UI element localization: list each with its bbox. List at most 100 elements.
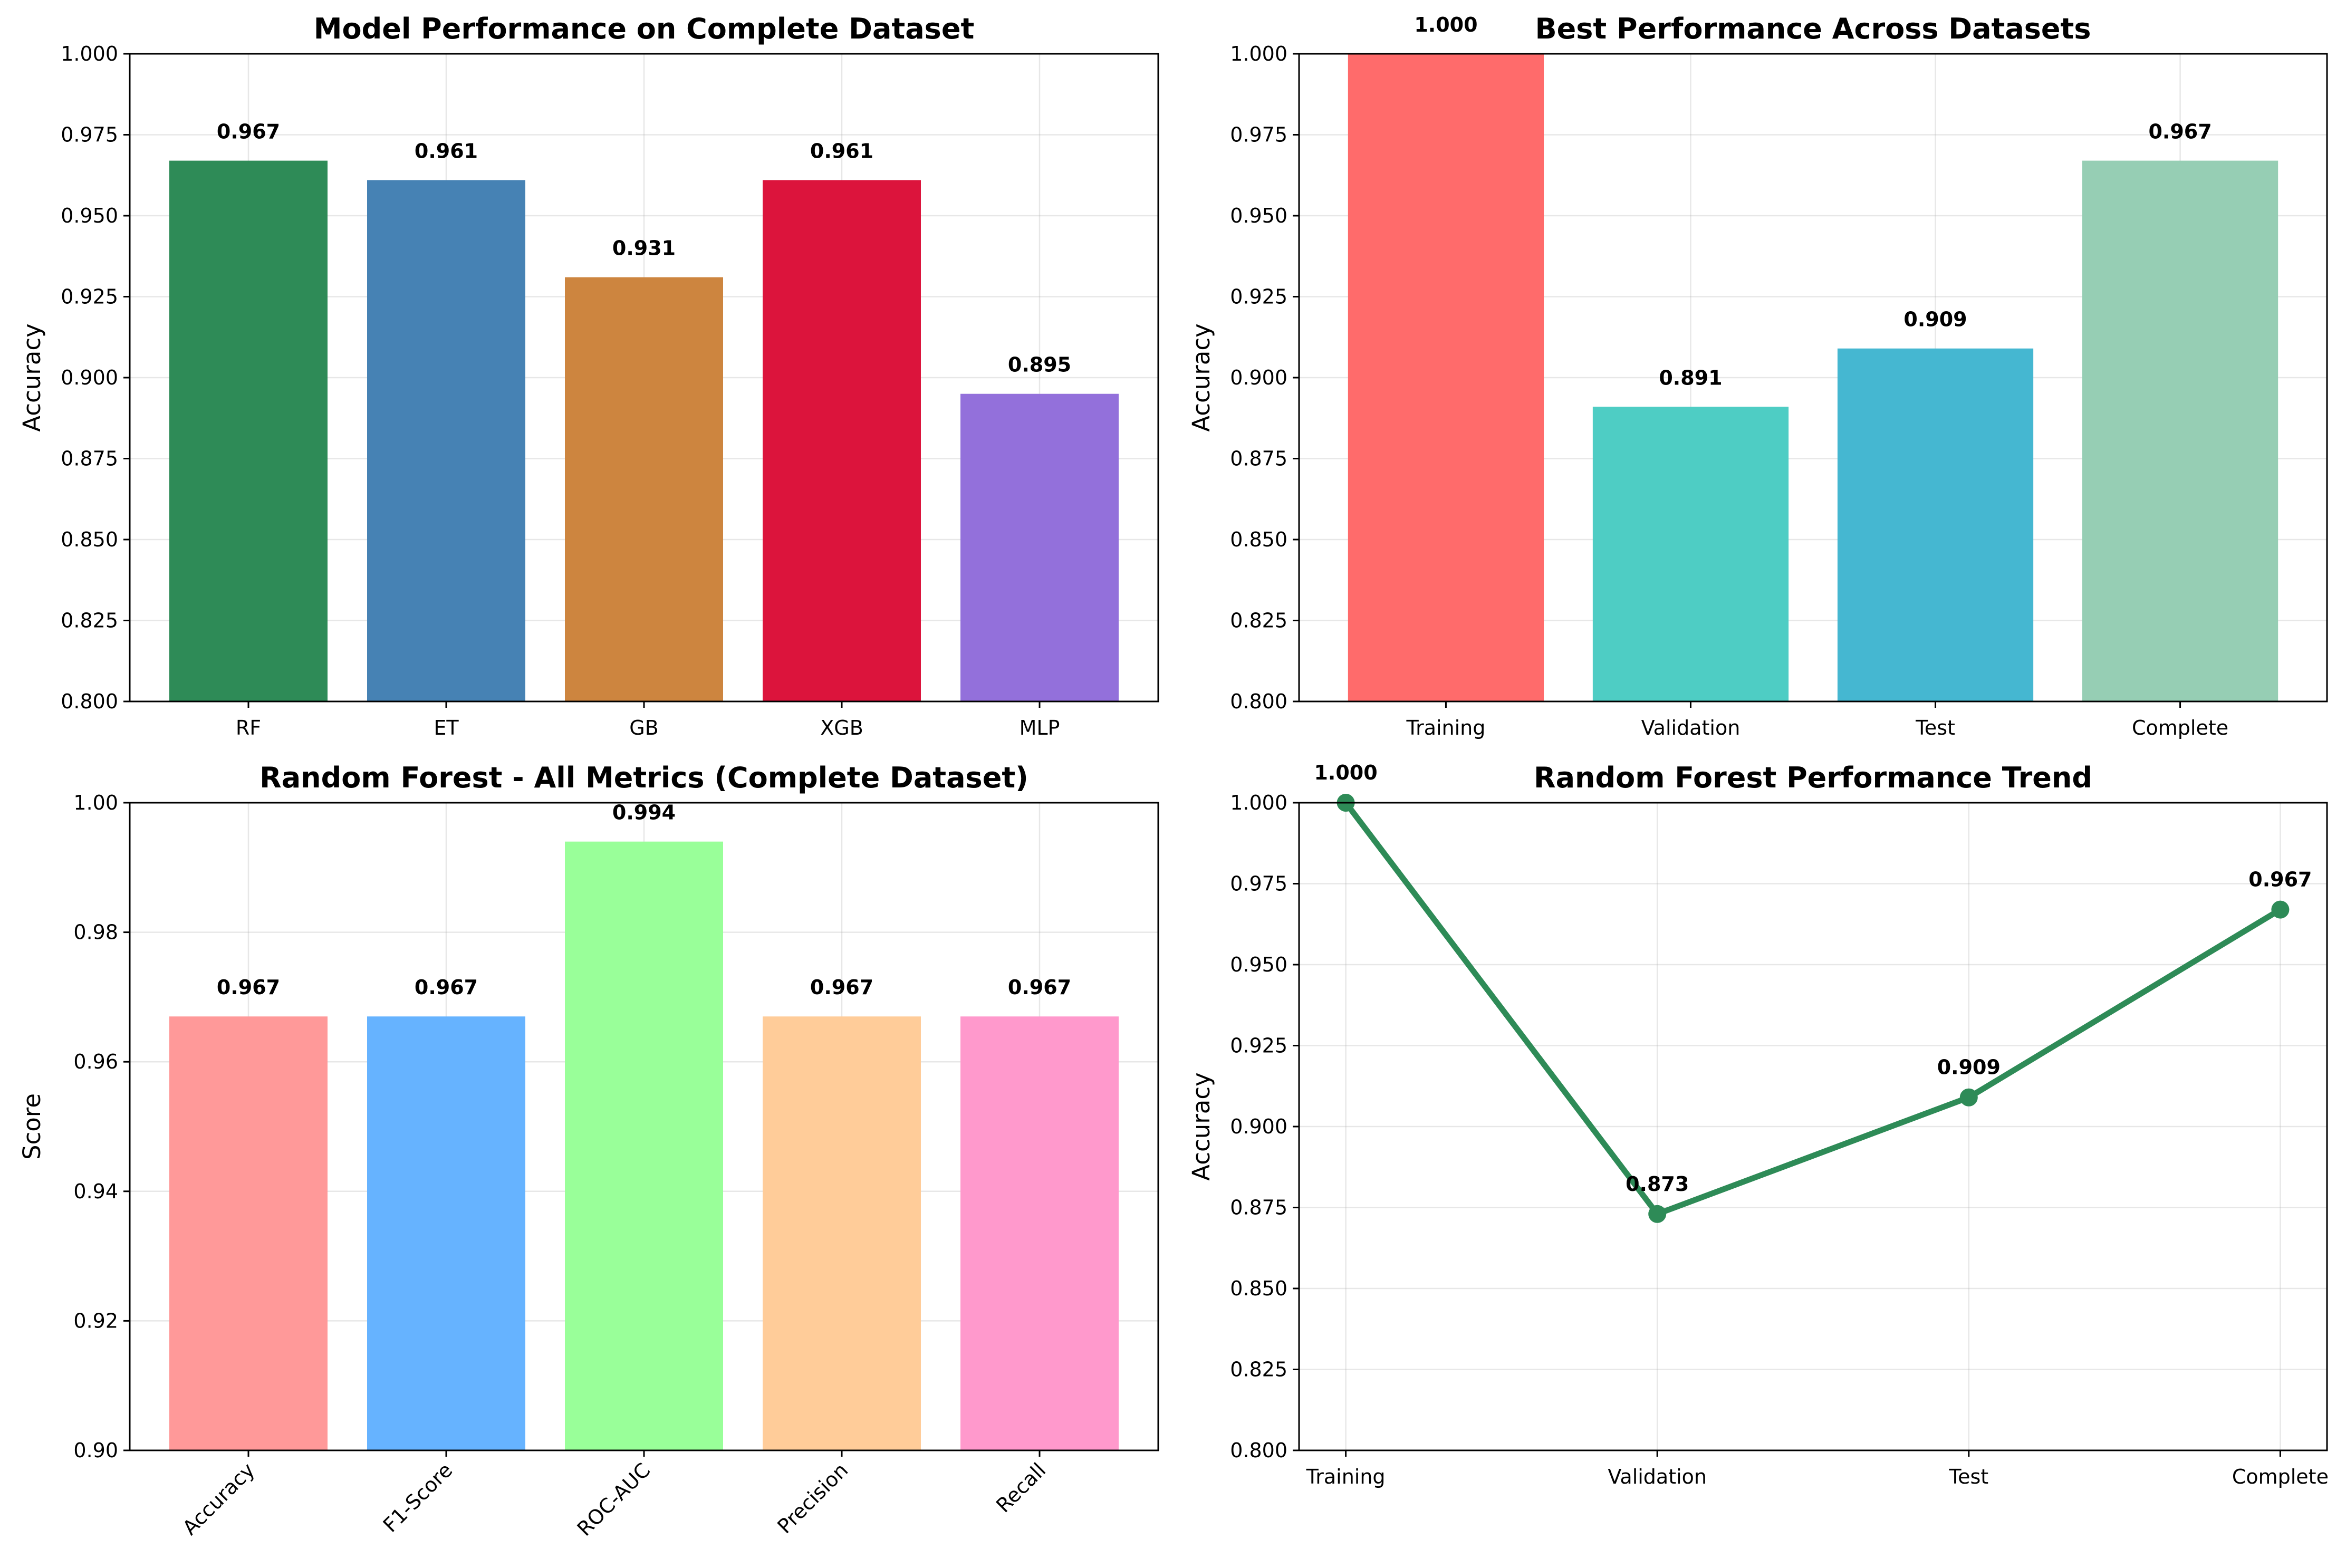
x-tick-label: Complete <box>2232 1465 2329 1488</box>
y-tick-label: 0.950 <box>1230 204 1287 227</box>
point-complete <box>2271 900 2290 919</box>
x-tick-label: Complete <box>2132 716 2228 739</box>
y-tick-label: 0.975 <box>1230 872 1287 896</box>
value-label: 0.967 <box>217 976 280 999</box>
value-label: 0.967 <box>217 120 280 143</box>
y-tick-label: 0.850 <box>1230 528 1287 551</box>
y-tick-label: 0.850 <box>1230 1277 1287 1300</box>
bar-xgb <box>763 180 921 702</box>
x-tick-label: Validation <box>1608 1465 1707 1488</box>
value-label: 0.967 <box>2248 868 2312 891</box>
value-label: 0.967 <box>1008 976 1071 999</box>
bar-complete <box>2082 160 2278 701</box>
y-tick-label: 0.850 <box>61 528 118 551</box>
y-tick-label: 0.875 <box>61 447 118 470</box>
y-tick-label: 0.900 <box>1230 366 1287 389</box>
chart-panel-1: 0.967 0.961 0.931 0.961 0.895 0.800 0.825 0.850… <box>18 12 1159 739</box>
y-tick-label: 0.825 <box>61 609 118 632</box>
y-tick-label: 0.900 <box>61 366 118 389</box>
x-tick-label: Precision <box>773 1458 852 1538</box>
value-label: 0.895 <box>1008 353 1071 377</box>
x-tick-label: ROC-AUC <box>573 1458 655 1541</box>
chart-title: Best Performance Across Datasets <box>1535 12 2091 45</box>
value-label: 0.967 <box>810 976 873 999</box>
x-tick-label: Accuracy <box>178 1458 259 1540</box>
x-tick-label: Training <box>1306 1465 1386 1488</box>
x-tick-label: Validation <box>1641 716 1741 739</box>
x-tick-label: Training <box>1406 716 1485 739</box>
value-label: 0.909 <box>1937 1056 2001 1079</box>
y-tick-label: 0.98 <box>73 921 118 944</box>
y-tick-label: 0.950 <box>61 204 118 227</box>
y-tick-label: 0.875 <box>1230 1196 1287 1219</box>
chart-title: Model Performance on Complete Dataset <box>314 12 975 45</box>
y-tick-label: 1.000 <box>1230 791 1287 814</box>
bar-validation <box>1592 407 1789 701</box>
y-tick-label: 0.950 <box>1230 953 1287 976</box>
x-tick-label: F1-Score <box>379 1458 457 1537</box>
bar-test <box>1837 348 2034 701</box>
y-tick-label: 0.825 <box>1230 609 1287 632</box>
bar-recall <box>960 1016 1119 1450</box>
x-tick-label: MLP <box>1020 716 1060 739</box>
bar-gb <box>565 277 723 701</box>
y-tick-label: 0.825 <box>1230 1358 1287 1381</box>
y-tick-label: 0.975 <box>1230 123 1287 147</box>
y-tick-label: 0.925 <box>1230 1034 1287 1057</box>
y-tick-label: 0.800 <box>61 690 118 713</box>
x-tick-label: XGB <box>820 716 863 739</box>
x-tick-label: Test <box>1948 1465 1988 1488</box>
value-label: 0.961 <box>415 139 478 162</box>
bar-training <box>1348 54 1544 701</box>
y-tick-label: 0.92 <box>73 1309 118 1332</box>
value-label: 0.967 <box>2148 120 2212 143</box>
y-tick-label: 0.900 <box>1230 1115 1287 1138</box>
y-tick-label: 0.96 <box>73 1050 118 1073</box>
bar-rf <box>169 160 328 701</box>
value-label: 1.000 <box>1414 13 1477 36</box>
bar-precision <box>763 1016 921 1450</box>
y-tick-label: 0.800 <box>1230 690 1287 713</box>
value-label: 0.967 <box>415 976 478 999</box>
x-tick-label: ET <box>434 716 459 739</box>
y-tick-label: 1.000 <box>61 42 118 65</box>
y-axis-label: Accuracy <box>18 323 46 431</box>
bar-accuracy <box>169 1016 328 1450</box>
bar-f1-score <box>367 1016 525 1450</box>
chart-title: Random Forest - All Metrics (Complete Da… <box>259 761 1028 794</box>
y-axis-label: Score <box>18 1093 46 1160</box>
chart-panel-2: 1.000 0.891 0.909 0.967 0.800 0.825 0.850 0.875… <box>1187 12 2328 739</box>
y-tick-label: 0.925 <box>1230 285 1287 309</box>
series-line <box>1343 800 2283 1217</box>
bar-et <box>367 180 525 702</box>
y-tick-label: 0.975 <box>61 123 118 147</box>
y-tick-label: 0.800 <box>1230 1439 1287 1462</box>
x-tick-label: Recall <box>992 1458 1050 1517</box>
y-axis-label: Accuracy <box>1187 1072 1215 1180</box>
chart-panel-3: 0.967 0.967 0.994 0.967 0.967 0.90 0.92 0.94 0.9… <box>18 761 1159 1541</box>
y-axis-label: Accuracy <box>1187 323 1215 431</box>
x-tick-label: Test <box>1915 716 1955 739</box>
value-label: 0.931 <box>612 237 676 260</box>
y-tick-label: 1.000 <box>1230 42 1287 65</box>
y-tick-label: 1.00 <box>73 791 118 814</box>
y-tick-label: 0.90 <box>73 1439 118 1462</box>
chart-panel-4: 1.000 0.873 0.909 0.967 0.800 0.825 0.850 0.875… <box>1187 761 2329 1488</box>
value-label: 0.994 <box>612 801 676 824</box>
y-tick-label: 0.875 <box>1230 447 1287 470</box>
x-tick-label: GB <box>629 716 659 739</box>
bar-mlp <box>960 393 1119 701</box>
value-label: 0.873 <box>1626 1172 1689 1196</box>
value-label: 0.891 <box>1659 366 1722 389</box>
point-validation <box>1648 1205 1667 1223</box>
y-tick-label: 0.94 <box>73 1180 118 1203</box>
point-test <box>1959 1088 1978 1107</box>
value-label: 0.909 <box>1903 308 1967 331</box>
y-tick-label: 0.925 <box>61 285 118 309</box>
bar-roc-auc <box>565 841 723 1450</box>
value-label: 1.000 <box>1314 761 1377 784</box>
x-tick-label: RF <box>236 716 261 739</box>
value-label: 0.961 <box>810 139 873 162</box>
chart-title: Random Forest Performance Trend <box>1534 761 2092 794</box>
